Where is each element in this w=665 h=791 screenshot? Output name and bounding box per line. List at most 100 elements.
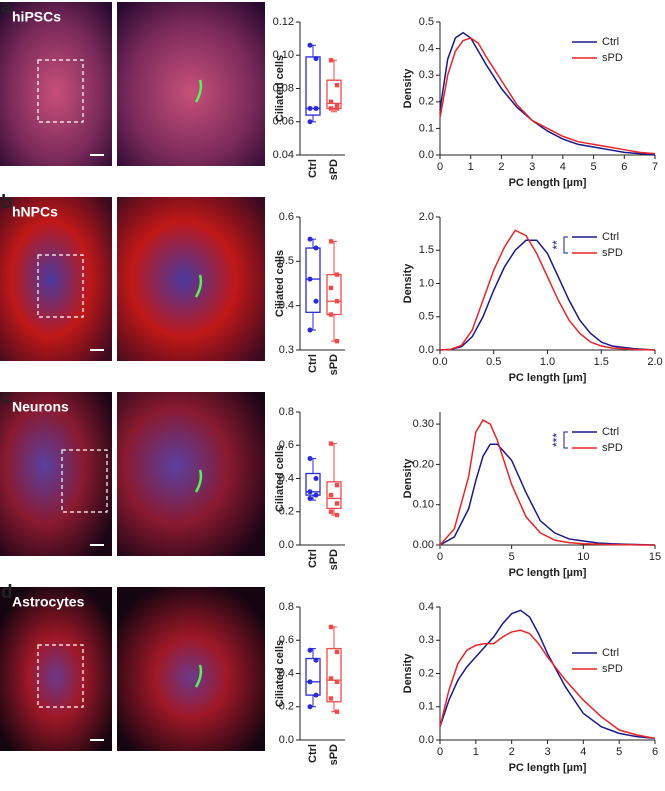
- data-point: [328, 492, 334, 498]
- cilium: [194, 664, 203, 688]
- micrograph-zoom: [117, 392, 265, 556]
- data-point: [307, 679, 313, 685]
- x-tick-label: 1: [473, 746, 479, 758]
- micrograph-zoom: [117, 2, 265, 166]
- data-point: [307, 327, 313, 333]
- y-tick-label: 0.04: [273, 149, 294, 161]
- y-tick-label: 1.0: [419, 277, 434, 289]
- data-point: [328, 441, 334, 446]
- data-point: [328, 676, 334, 681]
- y-axis-label: Ciliated cells: [274, 250, 286, 317]
- data-point: [334, 512, 340, 518]
- data-point: [313, 298, 319, 304]
- data-point: [328, 106, 334, 111]
- x-tick-label: 15: [649, 551, 661, 563]
- x-axis-label: PC length [µm]: [509, 567, 587, 579]
- y-tick-label: 0.4: [419, 43, 434, 55]
- y-tick-label: 0.2: [419, 667, 434, 679]
- data-point: [334, 482, 340, 488]
- data-point: [307, 42, 313, 48]
- data-point: [313, 692, 319, 698]
- data-point: [313, 56, 319, 62]
- legend-label: Ctrl: [602, 36, 619, 48]
- x-tick-label: sPD: [328, 159, 340, 180]
- x-tick-label: 0: [437, 551, 443, 563]
- data-point: [307, 119, 313, 125]
- x-axis-label: PC length [µm]: [509, 177, 587, 189]
- data-point: [307, 236, 313, 242]
- box: [305, 657, 321, 696]
- data-point: [334, 649, 340, 655]
- y-tick-label: 0.0: [419, 734, 434, 746]
- x-tick-label: Ctrl: [307, 744, 319, 763]
- y-tick-label: 0.00: [413, 539, 434, 551]
- density-line: [439, 629, 656, 740]
- y-axis-label: Ciliated cells: [274, 640, 286, 707]
- panel-letter: a: [1, 0, 12, 18]
- cell-type: Astrocytes: [12, 594, 85, 610]
- y-tick-label: 0.8: [279, 601, 294, 613]
- micrograph: [0, 197, 112, 361]
- y-tick-label: 0.5: [419, 16, 434, 28]
- y-tick-label: 0.4: [419, 601, 434, 613]
- x-tick-label: 4: [580, 746, 586, 758]
- y-tick-label: 0.08: [273, 82, 294, 94]
- x-tick-label: 0: [437, 161, 443, 173]
- y-tick-label: 0.6: [279, 439, 294, 451]
- data-point: [313, 492, 319, 498]
- x-tick-label: Ctrl: [307, 354, 319, 373]
- y-tick-label: 0.4: [279, 300, 294, 312]
- x-tick-label: 3: [544, 746, 550, 758]
- data-point: [307, 456, 313, 462]
- density-line: [439, 229, 656, 351]
- box: [305, 56, 321, 116]
- y-tick-label: 2.0: [419, 211, 434, 223]
- x-tick-label: 1.0: [540, 356, 555, 368]
- cell-type: hNPCs: [12, 204, 58, 220]
- y-tick-label: 0.6: [279, 211, 294, 223]
- data-point: [313, 476, 319, 481]
- micrograph-zoom: [117, 587, 265, 751]
- y-tick-label: 0.4: [279, 472, 294, 484]
- y-axis-label: Density: [402, 458, 414, 499]
- significance-bracket: [563, 431, 568, 449]
- y-tick-label: 1.5: [419, 244, 434, 256]
- x-tick-label: Ctrl: [307, 159, 319, 178]
- data-point: [334, 299, 340, 304]
- data-point: [328, 509, 334, 514]
- data-point: [334, 679, 340, 685]
- y-tick-label: 0.10: [413, 499, 434, 511]
- x-tick-label: 5: [509, 551, 515, 563]
- x-tick-label: 2: [509, 746, 515, 758]
- data-point: [313, 657, 319, 663]
- x-tick-label: 4: [560, 161, 566, 173]
- y-tick-label: 0.0: [419, 344, 434, 356]
- y-tick-label: 0.1: [419, 701, 434, 713]
- x-tick-label: sPD: [328, 744, 340, 765]
- y-axis-label: Ciliated cells: [274, 55, 286, 122]
- x-tick-label: Ctrl: [307, 549, 319, 568]
- data-point: [307, 647, 313, 653]
- panel-letter: d: [1, 582, 13, 603]
- cilium: [194, 469, 203, 493]
- data-point: [307, 704, 313, 710]
- legend-label: sPD: [602, 247, 623, 259]
- y-tick-label: 0.3: [419, 634, 434, 646]
- data-point: [334, 501, 340, 506]
- x-tick-label: 7: [652, 161, 658, 173]
- legend-label: Ctrl: [602, 647, 619, 659]
- y-tick-label: 0.30: [413, 418, 434, 430]
- cell-type: hiPSCs: [12, 9, 61, 25]
- y-tick-label: 0.06: [273, 116, 294, 128]
- data-point: [307, 105, 313, 111]
- data-point: [328, 99, 334, 104]
- y-tick-label: 0.20: [413, 458, 434, 470]
- density-line: [439, 37, 656, 155]
- significance: ***: [550, 433, 564, 447]
- significance: **: [550, 240, 564, 250]
- x-tick-label: 0: [437, 746, 443, 758]
- micrograph-zoom: [117, 197, 265, 361]
- significance-bracket: [563, 236, 568, 254]
- x-tick-label: 10: [577, 551, 589, 563]
- data-point: [334, 82, 340, 88]
